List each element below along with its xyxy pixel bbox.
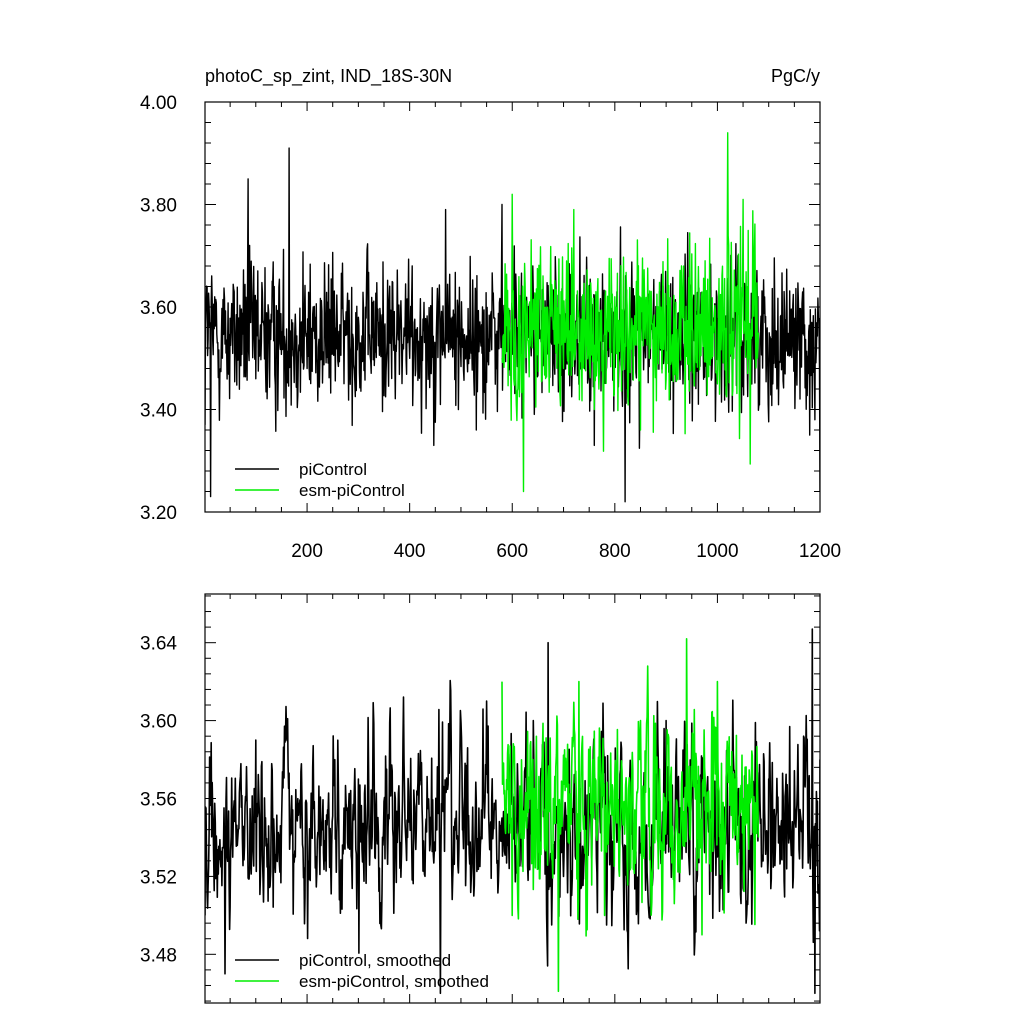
- chart-title: photoC_sp_zint, IND_18S-30N: [205, 66, 452, 87]
- y-tick-label: 3.52: [140, 867, 177, 888]
- x-tick-label: 800: [599, 541, 631, 562]
- y-tick-label: 3.20: [140, 503, 177, 524]
- y-tick-label: 3.60: [140, 298, 177, 319]
- series-line-esm-picontrol: [501, 638, 760, 993]
- legend-label: esm-piControl, smoothed: [299, 972, 489, 991]
- x-tick-label: 1000: [696, 541, 738, 562]
- chart-units: PgC/y: [771, 66, 820, 86]
- legend-label: esm-piControl: [299, 481, 405, 500]
- y-tick-label: 3.48: [140, 945, 177, 966]
- y-tick-label: 3.80: [140, 196, 177, 217]
- y-tick-label: 3.60: [140, 712, 177, 733]
- x-tick-label: 400: [394, 541, 426, 562]
- y-tick-label: 3.64: [140, 634, 177, 655]
- legend: piControl esm-piControl: [235, 460, 405, 500]
- series-line-esm-picontrol: [501, 132, 760, 493]
- y-tick-label: 3.56: [140, 790, 177, 811]
- y-tick-label: 4.00: [140, 93, 177, 114]
- x-tick-label: 200: [291, 541, 323, 562]
- legend-label: piControl: [299, 460, 367, 479]
- x-tick-label: 600: [496, 541, 528, 562]
- y-tick-label: 3.40: [140, 401, 177, 422]
- top-plot-area: 200 400 600 800 1000 1200 3.20 3.40 3.60 3.80 4.00…: [140, 93, 841, 562]
- legend: piControl, smoothed esm-piControl, smooth…: [235, 951, 489, 991]
- bottom-plot-area: 3.48 3.52 3.56 3.60 3.64 piControl, smoothed e…: [140, 593, 821, 1004]
- x-tick-label: 1200: [799, 541, 841, 562]
- legend-label: piControl, smoothed: [299, 951, 451, 970]
